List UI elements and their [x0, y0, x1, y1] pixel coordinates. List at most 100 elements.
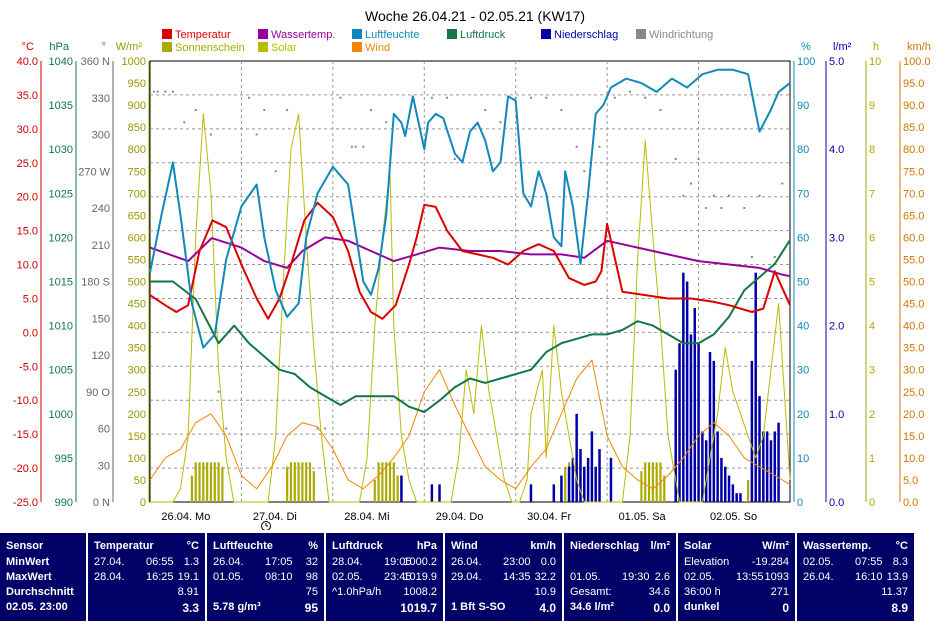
precipitation-bar [685, 281, 689, 502]
precipitation-bar [586, 457, 590, 502]
axis-tick-label: 700 [128, 188, 146, 200]
axis-tick-label: 400 [128, 321, 146, 333]
panel-row: MinWert [6, 556, 80, 570]
axis-tick-label: -25.0 [13, 497, 38, 509]
panel-header: Luftdruck hPa [332, 540, 437, 552]
panel-cell: 271 [770, 586, 789, 598]
wind-direction-point [385, 121, 388, 124]
panel-row: 1 Bft S-SO 4.0 [451, 601, 556, 615]
legend-swatch [162, 42, 172, 52]
axis-tick-label: 850 [128, 122, 146, 134]
panel-cell: 32 [305, 556, 318, 568]
sunshine-bar [396, 475, 399, 502]
wind-direction-point [209, 133, 212, 136]
panel-cell: MinWert [6, 556, 50, 568]
wind-direction-point [484, 109, 487, 111]
precipitation-bar [754, 272, 757, 502]
panel-cell: 08:10 [265, 571, 293, 583]
precipitation-bar [579, 449, 582, 502]
axis-tick-label: 90 O [86, 387, 110, 399]
wind-direction-point [545, 96, 548, 99]
axis-tick-label: 5.0 [23, 293, 38, 305]
panel-cell: 13:55 [736, 571, 764, 583]
wind-direction-point [248, 96, 251, 99]
wind-direction-point [781, 182, 784, 185]
panel-unit: °C [895, 540, 908, 552]
panel-cell: 1093 [764, 571, 789, 583]
panel-cell: 14:35 [503, 571, 531, 583]
panel-row: 02.05. 13:55 1093 [684, 571, 789, 585]
panel-row: 26.04. 23:00 0.0 [451, 556, 556, 570]
wind-direction-point [598, 145, 601, 148]
panel-cell: ^1.0hPa/h [332, 586, 382, 598]
panel-cell: 34.6 [648, 586, 670, 598]
sunshine-bar [564, 466, 567, 502]
panel-cell: 1000.2 [403, 556, 437, 568]
legend-label: Luftfeuchte [365, 29, 419, 41]
panel-cell: 23:45 [384, 571, 412, 583]
sunshine-bar [221, 466, 224, 502]
precipitation-bar [750, 360, 754, 502]
legend: Temperatur Wassertemp. Luftfeuchte Luftdruc… [162, 29, 713, 54]
wind-direction-point [274, 170, 277, 173]
axis-tick-label: 1000 [122, 56, 146, 68]
axis-tick-label: 180 S [81, 277, 110, 289]
precipitation-bar [720, 457, 723, 502]
wind-direction-point [362, 145, 365, 148]
wind-direction-point [217, 390, 220, 393]
panel-header: Sensor [6, 540, 80, 552]
panel-cell: 02.05. [684, 571, 715, 583]
panel-title: Luftfeuchte [213, 540, 273, 552]
panel-header: Temperatur °C [94, 540, 199, 552]
legend-swatch [447, 29, 457, 39]
precipitation-bar [769, 440, 773, 502]
wind-direction-point [350, 145, 353, 148]
series-line-temperatur [149, 201, 791, 320]
axis-tick-label: 1035 [49, 100, 73, 112]
precipitation-bar [762, 431, 765, 502]
axis-tick-label: 30 [797, 365, 809, 377]
axis-tick-label: 25.0 [17, 158, 38, 170]
axis-tick-label: 85.0 [903, 122, 924, 134]
wind-direction-point [446, 96, 449, 99]
panel-cell: 23:00 [503, 556, 531, 568]
precipitation-bar [765, 431, 769, 502]
axis-tick-label: 15.0 [17, 226, 38, 238]
axis-tick-label: 35.0 [903, 343, 924, 355]
wind-direction-point [743, 207, 746, 209]
right-axes: %1009080706050403020100l/m²5.04.03.02.01… [793, 41, 931, 509]
precipitation-bar [704, 440, 708, 502]
axis-tick-label: 300 [128, 365, 146, 377]
stats-panel: Luftdruck hPa 28.04. 19:05 1000.2 02.05. 23:45… [326, 533, 443, 621]
precipitation-bar [716, 431, 719, 502]
axis-tick-label: 95.0 [903, 78, 924, 90]
stats-panel: Niederschlag l/m² 01.05. 19:30 2.6 Gesamt: 34.… [564, 533, 676, 621]
axis-tick-label: 45.0 [903, 299, 924, 311]
legend-swatch [162, 29, 172, 39]
axis-tick-label: 5.0 [829, 56, 844, 68]
axis-tick-label: -20.0 [13, 463, 38, 475]
series-line-wassertemp [149, 236, 791, 278]
sunshine-bar [213, 462, 216, 502]
precipitation-bar [689, 334, 693, 502]
legend-swatch [258, 29, 268, 39]
panel-row: 3.3 [94, 601, 199, 615]
sunshine-bar [293, 462, 296, 502]
axis-tick-label: 200 [128, 409, 146, 421]
wind-direction-points [152, 90, 784, 430]
panel-title: Wassertemp. [803, 540, 872, 552]
panel-cell: 1008.2 [403, 586, 437, 598]
panel-cell: 1.3 [183, 556, 199, 568]
panel-title: Temperatur [94, 540, 154, 552]
panel-row: 02.05. 07:55 8.3 [803, 556, 908, 570]
axis-unit: °C [22, 41, 34, 53]
axis-tick-label: 950 [128, 78, 146, 90]
axis-unit: h [873, 41, 879, 53]
panel-unit: W/m² [762, 540, 789, 552]
sunshine-bar [644, 462, 647, 502]
axis-tick-label: 1040 [49, 56, 73, 68]
panel-header: Wassertemp. °C [803, 540, 908, 552]
axis-tick-label: 250 [128, 387, 146, 399]
axis-tick-label: 650 [128, 210, 146, 222]
precipitation-bar [575, 413, 578, 502]
